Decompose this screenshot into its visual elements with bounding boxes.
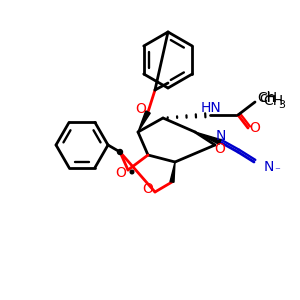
Text: O: O xyxy=(214,142,225,156)
Text: ch: ch xyxy=(259,91,275,105)
Text: CH: CH xyxy=(263,94,283,108)
Text: O: O xyxy=(116,166,126,180)
Text: HN: HN xyxy=(201,101,221,115)
Circle shape xyxy=(118,149,122,154)
Text: ⁻: ⁻ xyxy=(274,166,280,176)
Polygon shape xyxy=(195,132,221,144)
Text: 3: 3 xyxy=(278,100,285,110)
Text: O: O xyxy=(250,121,260,135)
Text: N: N xyxy=(264,160,274,174)
Text: CH: CH xyxy=(257,91,277,105)
Text: O: O xyxy=(142,182,153,196)
Polygon shape xyxy=(170,162,175,182)
Text: O: O xyxy=(136,102,146,116)
Text: N: N xyxy=(216,129,226,143)
Circle shape xyxy=(130,170,134,174)
Polygon shape xyxy=(138,111,150,132)
